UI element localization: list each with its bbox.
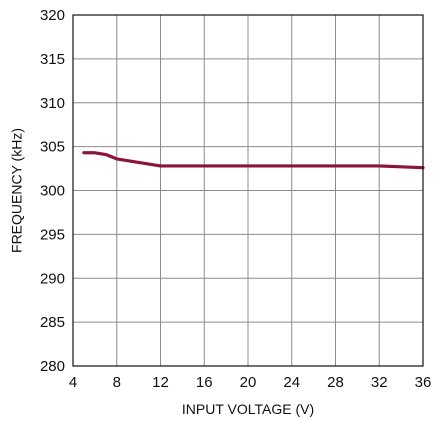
y-tick-label: 320	[40, 7, 65, 24]
x-tick-label: 20	[240, 374, 257, 391]
x-tick-label: 4	[69, 374, 77, 391]
series-line	[82, 151, 425, 170]
y-tick-label: 295	[40, 226, 65, 243]
y-tick-label: 305	[40, 139, 65, 156]
grid-lines	[73, 15, 423, 366]
x-tick-label: 24	[283, 374, 300, 391]
x-tick-label: 8	[113, 374, 121, 391]
x-axis-title: INPUT VOLTAGE (V)	[182, 401, 314, 417]
y-tick-label: 310	[40, 95, 65, 112]
y-tick-label: 280	[40, 358, 65, 375]
y-tick-label: 290	[40, 270, 65, 287]
y-tick-label: 285	[40, 314, 65, 331]
y-tick-label: 300	[40, 183, 65, 200]
y-tick-label: 315	[40, 51, 65, 68]
series-lines	[82, 151, 425, 170]
x-tick-labels: 4 8 12 16 20 24 28 32 36	[69, 374, 432, 391]
x-tick-label: 36	[415, 374, 432, 391]
x-tick-label: 28	[327, 374, 344, 391]
y-tick-labels: 280 285 290 295 300 305 310 315 320	[40, 7, 65, 375]
x-tick-label: 12	[152, 374, 169, 391]
x-tick-label: 32	[371, 374, 388, 391]
y-axis-title: FREQUENCY (kHz)	[9, 128, 25, 253]
x-tick-label: 16	[196, 374, 213, 391]
plot-frame	[72, 14, 424, 367]
